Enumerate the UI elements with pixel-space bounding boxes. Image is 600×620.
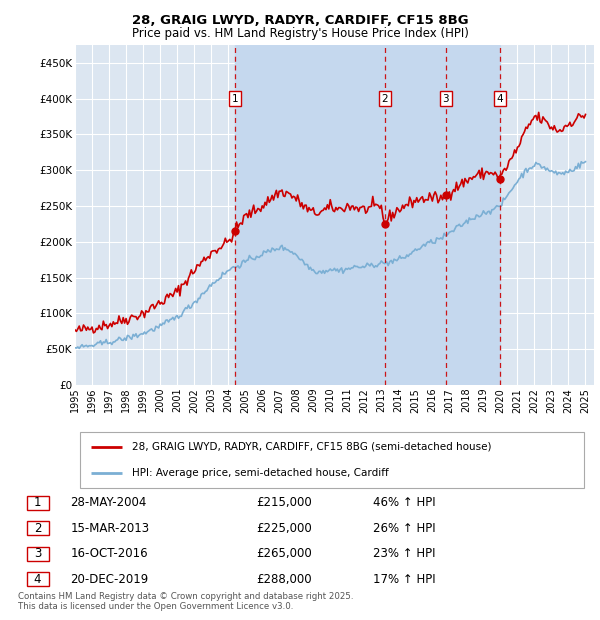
- Text: 28, GRAIG LWYD, RADYR, CARDIFF, CF15 8BG (semi-detached house): 28, GRAIG LWYD, RADYR, CARDIFF, CF15 8BG…: [132, 442, 491, 452]
- Text: £288,000: £288,000: [256, 573, 312, 586]
- Text: 17% ↑ HPI: 17% ↑ HPI: [373, 573, 436, 586]
- Bar: [235, 45, 385, 385]
- Text: 3: 3: [34, 547, 41, 560]
- FancyBboxPatch shape: [26, 572, 49, 587]
- Text: 20-DEC-2019: 20-DEC-2019: [70, 573, 148, 586]
- Text: 15-MAR-2013: 15-MAR-2013: [70, 522, 149, 534]
- Text: 1: 1: [232, 94, 238, 104]
- Text: 23% ↑ HPI: 23% ↑ HPI: [373, 547, 436, 560]
- Text: Price paid vs. HM Land Registry's House Price Index (HPI): Price paid vs. HM Land Registry's House …: [131, 27, 469, 40]
- FancyBboxPatch shape: [26, 547, 49, 560]
- Text: 3: 3: [442, 94, 449, 104]
- Text: 4: 4: [497, 94, 503, 104]
- Text: 1: 1: [34, 496, 41, 509]
- Text: 2: 2: [34, 522, 41, 534]
- Text: 28, GRAIG LWYD, RADYR, CARDIFF, CF15 8BG: 28, GRAIG LWYD, RADYR, CARDIFF, CF15 8BG: [131, 14, 469, 27]
- Text: 16-OCT-2016: 16-OCT-2016: [70, 547, 148, 560]
- Bar: [446, 45, 500, 385]
- FancyBboxPatch shape: [80, 432, 584, 487]
- Text: £265,000: £265,000: [256, 547, 312, 560]
- Text: £225,000: £225,000: [256, 522, 312, 534]
- Text: 26% ↑ HPI: 26% ↑ HPI: [373, 522, 436, 534]
- Text: 28-MAY-2004: 28-MAY-2004: [70, 496, 146, 509]
- Text: HPI: Average price, semi-detached house, Cardiff: HPI: Average price, semi-detached house,…: [132, 468, 389, 478]
- Text: 4: 4: [34, 573, 41, 586]
- Bar: [385, 45, 446, 385]
- Text: 46% ↑ HPI: 46% ↑ HPI: [373, 496, 436, 509]
- Text: Contains HM Land Registry data © Crown copyright and database right 2025.
This d: Contains HM Land Registry data © Crown c…: [18, 592, 353, 611]
- Text: 2: 2: [382, 94, 388, 104]
- Text: £215,000: £215,000: [256, 496, 312, 509]
- FancyBboxPatch shape: [26, 521, 49, 535]
- FancyBboxPatch shape: [26, 496, 49, 510]
